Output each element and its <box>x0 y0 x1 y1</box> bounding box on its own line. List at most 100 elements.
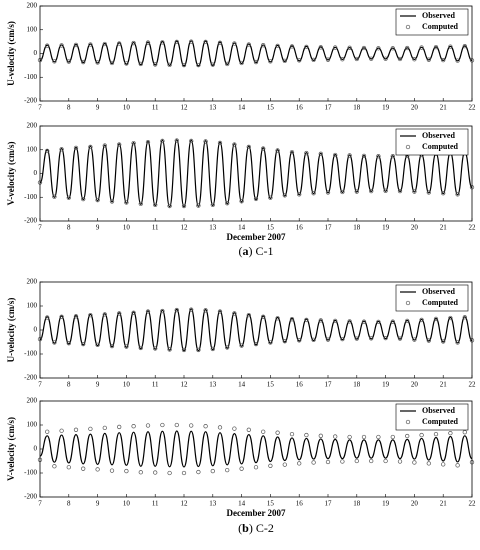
y-tick-label: -100 <box>24 73 37 81</box>
legend-label: Observed <box>422 406 455 415</box>
computed-marker <box>59 43 64 48</box>
computed-marker <box>232 142 237 147</box>
legend-label: Computed <box>422 22 459 31</box>
computed-marker <box>361 153 367 159</box>
computed-marker <box>153 202 158 208</box>
legend-box <box>395 403 469 431</box>
x-tick-label: 18 <box>353 104 361 112</box>
computed-marker <box>167 470 172 476</box>
x-tick-label: 19 <box>382 500 390 508</box>
y-tick-label: -200 <box>24 493 37 501</box>
computed-marker <box>433 431 439 437</box>
observed-line <box>39 40 473 67</box>
computed-marker <box>390 319 395 324</box>
x-tick-label: 17 <box>325 224 333 232</box>
x-tick-label: 18 <box>353 381 361 389</box>
legend-marker <box>405 24 411 30</box>
x-tick-label: 19 <box>382 104 390 112</box>
computed-marker <box>210 468 215 474</box>
computed-marker <box>167 347 172 352</box>
computed-marker <box>441 462 446 467</box>
x-tick-label: 20 <box>411 224 419 232</box>
x-tick-label: 13 <box>209 224 217 232</box>
computed-marker <box>88 312 93 318</box>
computed-marker <box>311 57 316 63</box>
computed-marker <box>455 340 460 345</box>
computed-marker <box>325 57 331 62</box>
computed-marker <box>66 195 71 200</box>
computed-marker <box>174 138 179 143</box>
computed-marker <box>426 190 431 195</box>
computed-marker <box>196 469 201 475</box>
computed-marker <box>73 427 79 432</box>
computed-marker <box>189 138 194 144</box>
computed-marker <box>405 45 410 51</box>
x-tick-label: 17 <box>325 381 333 389</box>
computed-marker <box>59 147 64 152</box>
x-tick-label: 8 <box>67 500 71 508</box>
computed-marker <box>66 59 71 64</box>
computed-marker <box>124 468 129 474</box>
y-tick-label: 100 <box>27 145 38 153</box>
computed-marker <box>181 347 187 353</box>
computed-marker <box>419 432 424 438</box>
y-tick-label: 0 <box>34 445 38 453</box>
computed-marker <box>246 42 251 47</box>
legend-label: Observed <box>422 11 455 20</box>
computed-marker <box>81 466 86 471</box>
computed-marker <box>145 309 151 314</box>
computed-marker <box>73 314 79 319</box>
computed-marker <box>455 58 460 63</box>
computed-marker <box>217 425 223 430</box>
x-tick-label: 17 <box>325 104 333 112</box>
computed-marker <box>117 424 122 430</box>
legend-marker <box>405 419 411 425</box>
computed-marker <box>59 314 64 319</box>
computed-marker <box>261 314 266 319</box>
x-tick-label: 11 <box>152 381 159 389</box>
y-tick-label: 0 <box>34 49 38 57</box>
y-axis-label: U-velocity (cm/s) <box>6 21 16 86</box>
x-tick-label: 9 <box>96 381 100 389</box>
computed-marker <box>45 429 50 434</box>
computed-marker <box>138 345 143 351</box>
caption-letter: b <box>242 521 249 535</box>
x-tick-label: 22 <box>469 224 477 232</box>
computed-marker <box>361 45 367 51</box>
computed-marker <box>304 317 309 323</box>
computed-marker <box>203 139 208 144</box>
x-tick-label: 9 <box>96 224 100 232</box>
computed-marker <box>369 56 374 61</box>
computed-marker <box>210 202 215 208</box>
y-tick-label: 100 <box>27 302 38 310</box>
legend-label: Computed <box>422 298 459 307</box>
computed-marker <box>448 315 453 321</box>
computed-marker <box>109 199 115 204</box>
x-tick-label: 22 <box>469 381 477 389</box>
computed-marker <box>369 336 374 341</box>
x-tick-label: 18 <box>353 500 361 508</box>
x-tick-label: 13 <box>209 500 217 508</box>
computed-marker <box>232 311 237 316</box>
computed-marker <box>167 203 172 209</box>
y-tick-label: -200 <box>24 97 37 105</box>
computed-marker <box>304 150 309 156</box>
computed-marker <box>131 310 136 315</box>
computed-marker <box>217 40 223 45</box>
computed-marker <box>275 430 280 435</box>
computed-marker <box>268 195 273 200</box>
computed-marker <box>333 434 338 439</box>
computed-marker <box>369 188 374 194</box>
computed-marker <box>153 62 158 67</box>
computed-marker <box>88 42 93 47</box>
x-tick-label: 7 <box>38 224 42 232</box>
computed-marker <box>340 189 345 195</box>
computed-marker <box>325 459 331 465</box>
x-tick-label: 7 <box>38 381 42 389</box>
x-tick-label: 9 <box>96 500 100 508</box>
computed-marker <box>325 337 331 342</box>
computed-marker <box>52 340 57 345</box>
x-tick-label: 8 <box>67 224 71 232</box>
computed-marker <box>347 153 352 158</box>
computed-marker <box>153 470 158 475</box>
